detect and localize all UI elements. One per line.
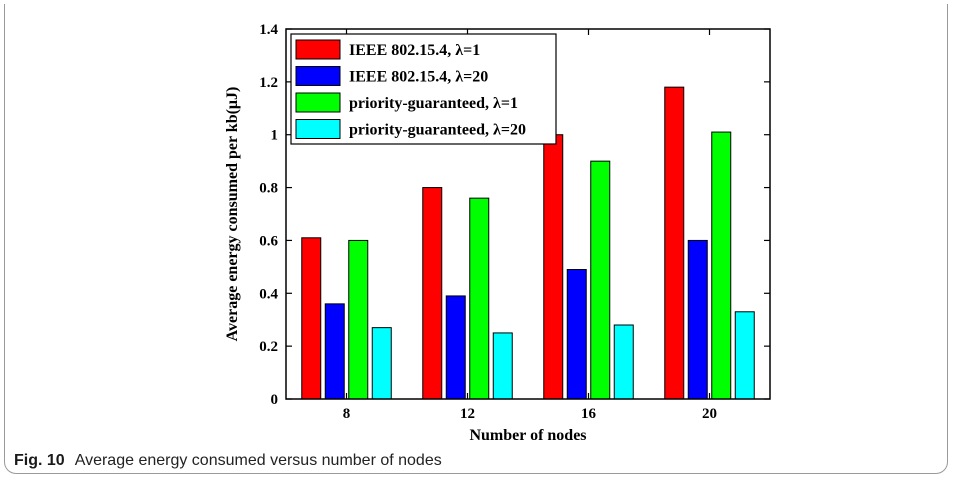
legend-swatch [296, 120, 340, 139]
legend-swatch [296, 93, 340, 112]
legend-label: IEEE 802.15.4, λ=1 [349, 42, 480, 59]
bar-12-series-2 [446, 296, 465, 399]
legend-swatch [296, 40, 340, 59]
x-tick-label: 16 [581, 406, 597, 422]
y-axis-title: Average energy consumed per kb(μJ) [224, 87, 241, 342]
y-tick-label: 0.4 [259, 286, 278, 302]
bar-20-series-4 [735, 312, 754, 399]
bar-20-series-2 [688, 240, 707, 399]
bar-12-series-1 [423, 188, 442, 399]
bar-12-series-4 [493, 333, 512, 399]
legend-swatch [296, 67, 340, 86]
legend: IEEE 802.15.4, λ=1 IEEE 802.15.4, λ=20 pri… [291, 34, 556, 144]
bar-20-series-1 [665, 87, 684, 399]
caption-text: Average energy consumed versus number of… [75, 452, 442, 469]
x-axis-title: Number of nodes [469, 427, 586, 444]
bar-8-series-4 [372, 328, 391, 399]
y-tick-label: 1 [271, 128, 279, 144]
y-tick-label: 0 [271, 392, 279, 408]
bar-8-series-2 [325, 304, 344, 399]
bar-20-series-3 [712, 132, 731, 399]
y-tick-label: 0.8 [259, 181, 278, 197]
x-tick-label: 8 [343, 406, 351, 422]
bar-16-series-3 [591, 161, 610, 399]
legend-label: priority-guaranteed, λ=20 [349, 122, 526, 139]
bar-8-series-1 [302, 238, 321, 399]
bar-16-series-2 [567, 270, 586, 400]
x-tick-label: 12 [460, 406, 475, 422]
figure-number: Fig. 10 [14, 452, 65, 469]
y-tick-label: 1.4 [259, 22, 278, 38]
bar-12-series-3 [470, 198, 489, 399]
y-tick-label: 0.6 [259, 233, 278, 249]
legend-label: priority-guaranteed, λ=1 [349, 95, 518, 112]
legend-label: IEEE 802.15.4, λ=20 [349, 69, 488, 86]
bar-16-series-1 [544, 135, 563, 399]
figure-caption: Fig. 10 Average energy consumed versus nu… [14, 452, 442, 470]
bar-8-series-3 [349, 240, 368, 399]
bar-16-series-4 [614, 325, 633, 399]
y-tick-label: 0.2 [259, 339, 278, 355]
x-tick-label: 20 [702, 406, 717, 422]
y-tick-label: 1.2 [259, 75, 278, 91]
